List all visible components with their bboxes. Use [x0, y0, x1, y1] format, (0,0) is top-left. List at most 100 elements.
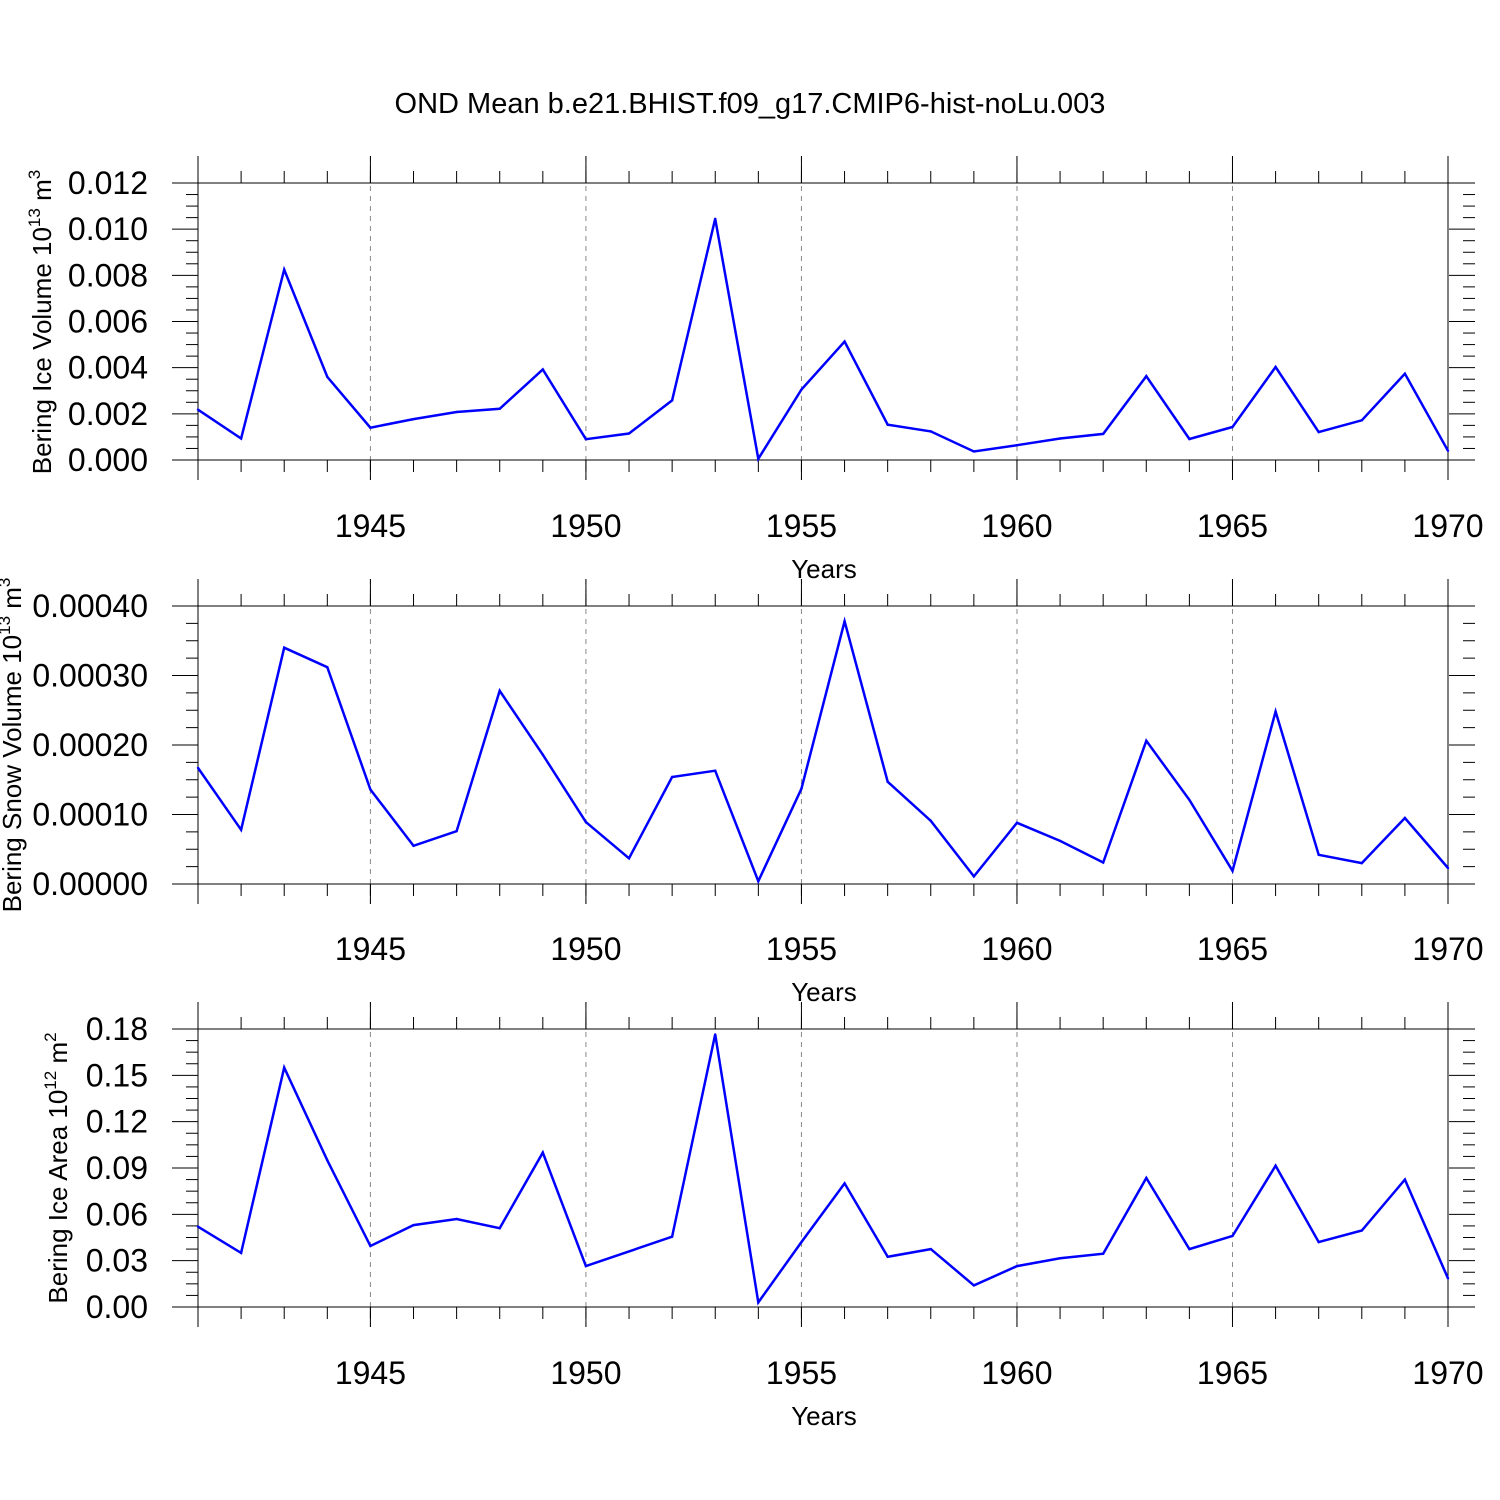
y-tick-label: 0.09 [86, 1150, 148, 1186]
data-point [800, 787, 803, 790]
y-tick-label: 0.004 [68, 350, 148, 386]
data-point [1317, 430, 1320, 434]
data-point [196, 766, 200, 770]
data-point [455, 1217, 458, 1221]
x-tick-label: 1965 [1197, 931, 1268, 967]
data-point [369, 788, 372, 791]
data-point [239, 1251, 243, 1255]
panel-ice-volume: 0.000 0.002 0.004 0.006 0.008 0.010 0.012 1945 1… [25, 156, 1484, 584]
data-point [1231, 1234, 1234, 1238]
data-point [627, 432, 631, 435]
series-line [196, 616, 1449, 885]
data-point [584, 438, 588, 441]
x-tick-label: 1970 [1412, 931, 1483, 967]
data-point [1058, 1257, 1062, 1260]
data-point [1058, 437, 1062, 440]
x-axis-title: Years [791, 554, 857, 584]
data-point [1317, 853, 1320, 857]
data-point [412, 844, 415, 847]
data-point [1188, 1247, 1191, 1251]
y-tick-label: 0.15 [86, 1057, 148, 1093]
data-point [757, 1301, 760, 1304]
y-tick-label: 0.008 [68, 257, 148, 293]
data-point [1446, 1277, 1450, 1280]
y-tick-label: 0.12 [86, 1104, 148, 1140]
data-point [326, 1159, 329, 1162]
data-point [455, 410, 458, 414]
data-point [972, 450, 976, 453]
data-point [1403, 372, 1407, 375]
data-point [1360, 861, 1363, 865]
y-axis-title: Bering Snow Volume 1013 m3 [0, 578, 27, 913]
data-point [714, 769, 717, 772]
data-point [498, 689, 501, 692]
data-point [1403, 1178, 1407, 1181]
data-point [627, 1250, 631, 1253]
x-tick-label: 1950 [550, 1355, 621, 1391]
data-point [1360, 419, 1363, 422]
data-point [498, 407, 501, 410]
panel-snow-volume: 0.00000 0.00010 0.00020 0.00030 0.00040 1945 1… [0, 578, 1484, 1007]
data-point [369, 426, 372, 429]
data-point [283, 268, 286, 271]
data-point [412, 417, 415, 421]
data-point [1360, 1229, 1363, 1232]
data-point [929, 1247, 932, 1251]
x-tick-label: 1955 [766, 931, 837, 967]
data-point [412, 1223, 415, 1227]
y-tick-label: 0.002 [68, 396, 148, 432]
data-point [239, 437, 243, 440]
y-tick-label: 0.18 [86, 1011, 148, 1047]
y-tick-label: 0.06 [86, 1196, 148, 1232]
data-point [843, 620, 846, 623]
y-axis-title: Bering Ice Area 1012 m2 [41, 1032, 73, 1303]
data-point [1145, 375, 1148, 378]
x-tick-label: 1970 [1412, 508, 1483, 544]
data-point [196, 1225, 200, 1228]
data-point [584, 820, 588, 824]
y-tick-label: 0.00000 [32, 866, 148, 902]
data-point [886, 1255, 889, 1259]
data-point [886, 423, 889, 426]
data-point [1145, 739, 1148, 743]
data-point [843, 340, 846, 343]
x-tick-label: 1945 [335, 1355, 406, 1391]
data-point [1101, 861, 1105, 864]
data-point [800, 388, 803, 391]
x-tick-label: 1945 [335, 508, 406, 544]
data-point [1145, 1176, 1148, 1180]
x-tick-label: 1960 [981, 931, 1052, 967]
data-point [972, 1284, 976, 1287]
data-point [326, 665, 329, 669]
x-axis-title: Years [791, 977, 857, 1007]
x-tick-label: 1960 [981, 1355, 1052, 1391]
data-point [1274, 365, 1277, 369]
data-point [498, 1227, 501, 1230]
x-tick-label: 1950 [550, 931, 621, 967]
y-tick-label: 0.006 [68, 304, 148, 340]
data-point [670, 399, 674, 402]
data-point [239, 828, 243, 831]
data-point [196, 408, 200, 411]
data-point [670, 775, 674, 779]
x-axis-title: Years [791, 1401, 857, 1431]
data-point [929, 430, 932, 433]
series-line [197, 218, 1450, 463]
data-point [1446, 866, 1450, 870]
x-tick-label: 1945 [335, 931, 406, 967]
data-point [1101, 1252, 1105, 1255]
data-point [800, 1240, 803, 1244]
data-point [326, 375, 329, 379]
x-tick-label: 1960 [981, 508, 1052, 544]
data-point [1188, 437, 1191, 441]
data-point [714, 1033, 717, 1036]
x-tick-label: 1965 [1197, 508, 1268, 544]
data-point [714, 217, 717, 220]
x-tick-label: 1965 [1197, 1355, 1268, 1391]
y-tick-label: 0.010 [68, 211, 148, 247]
data-point [1015, 1264, 1019, 1268]
data-point [1058, 839, 1062, 843]
data-point [541, 753, 545, 756]
y-tick-label: 0.03 [86, 1243, 148, 1279]
